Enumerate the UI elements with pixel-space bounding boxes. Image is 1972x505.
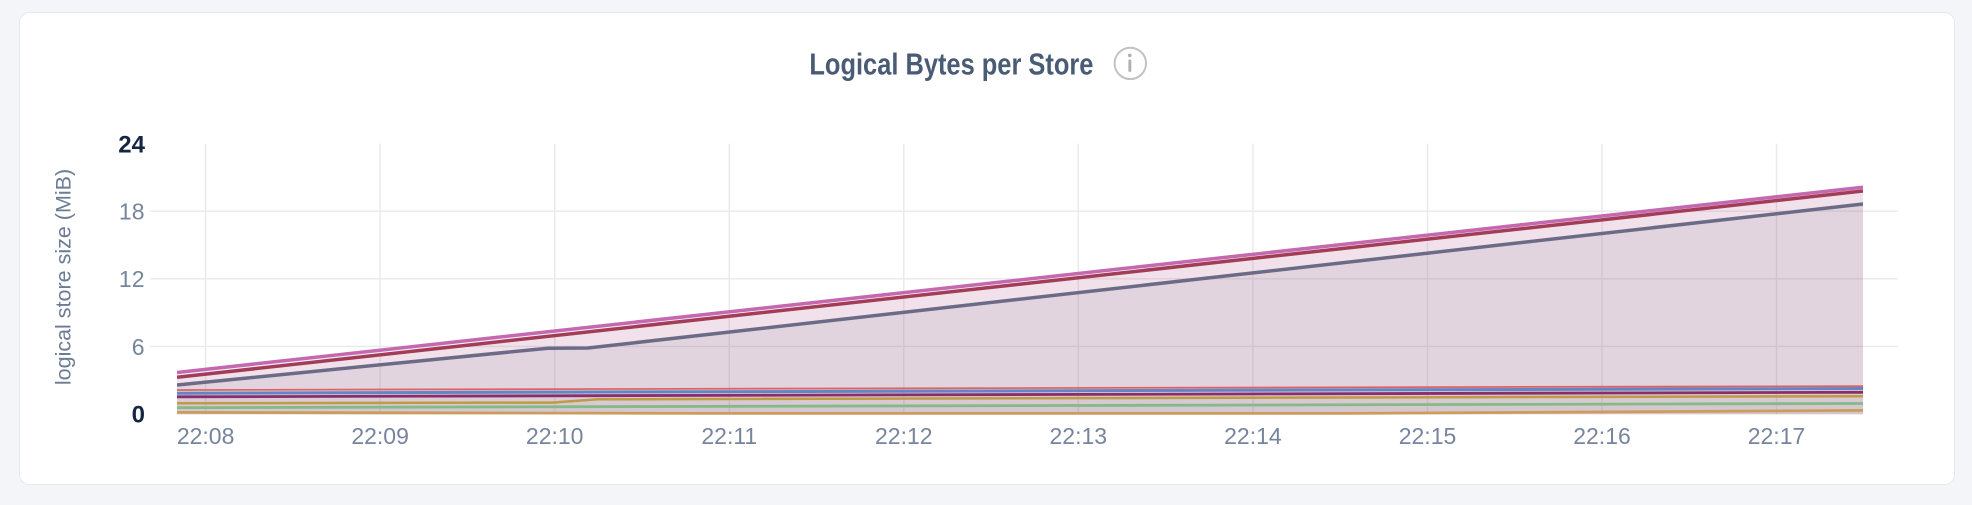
svg-text:logical store size (MiB): logical store size (MiB) <box>52 169 76 385</box>
svg-text:22:08: 22:08 <box>177 423 235 449</box>
svg-text:6: 6 <box>132 334 145 360</box>
svg-text:Logical Bytes per Store: Logical Bytes per Store <box>809 48 1093 82</box>
svg-text:18: 18 <box>119 199 145 225</box>
svg-text:22:15: 22:15 <box>1399 423 1457 449</box>
svg-text:22:10: 22:10 <box>526 423 584 449</box>
svg-text:22:12: 22:12 <box>875 423 933 449</box>
svg-text:22:11: 22:11 <box>701 423 757 449</box>
svg-text:22:13: 22:13 <box>1050 423 1108 449</box>
svg-text:24: 24 <box>118 131 145 158</box>
svg-text:22:14: 22:14 <box>1224 423 1282 449</box>
svg-text:22:09: 22:09 <box>351 423 409 449</box>
svg-text:0: 0 <box>132 402 145 429</box>
svg-text:22:16: 22:16 <box>1573 423 1631 449</box>
svg-text:22:17: 22:17 <box>1748 423 1806 449</box>
svg-text:12: 12 <box>119 266 145 292</box>
